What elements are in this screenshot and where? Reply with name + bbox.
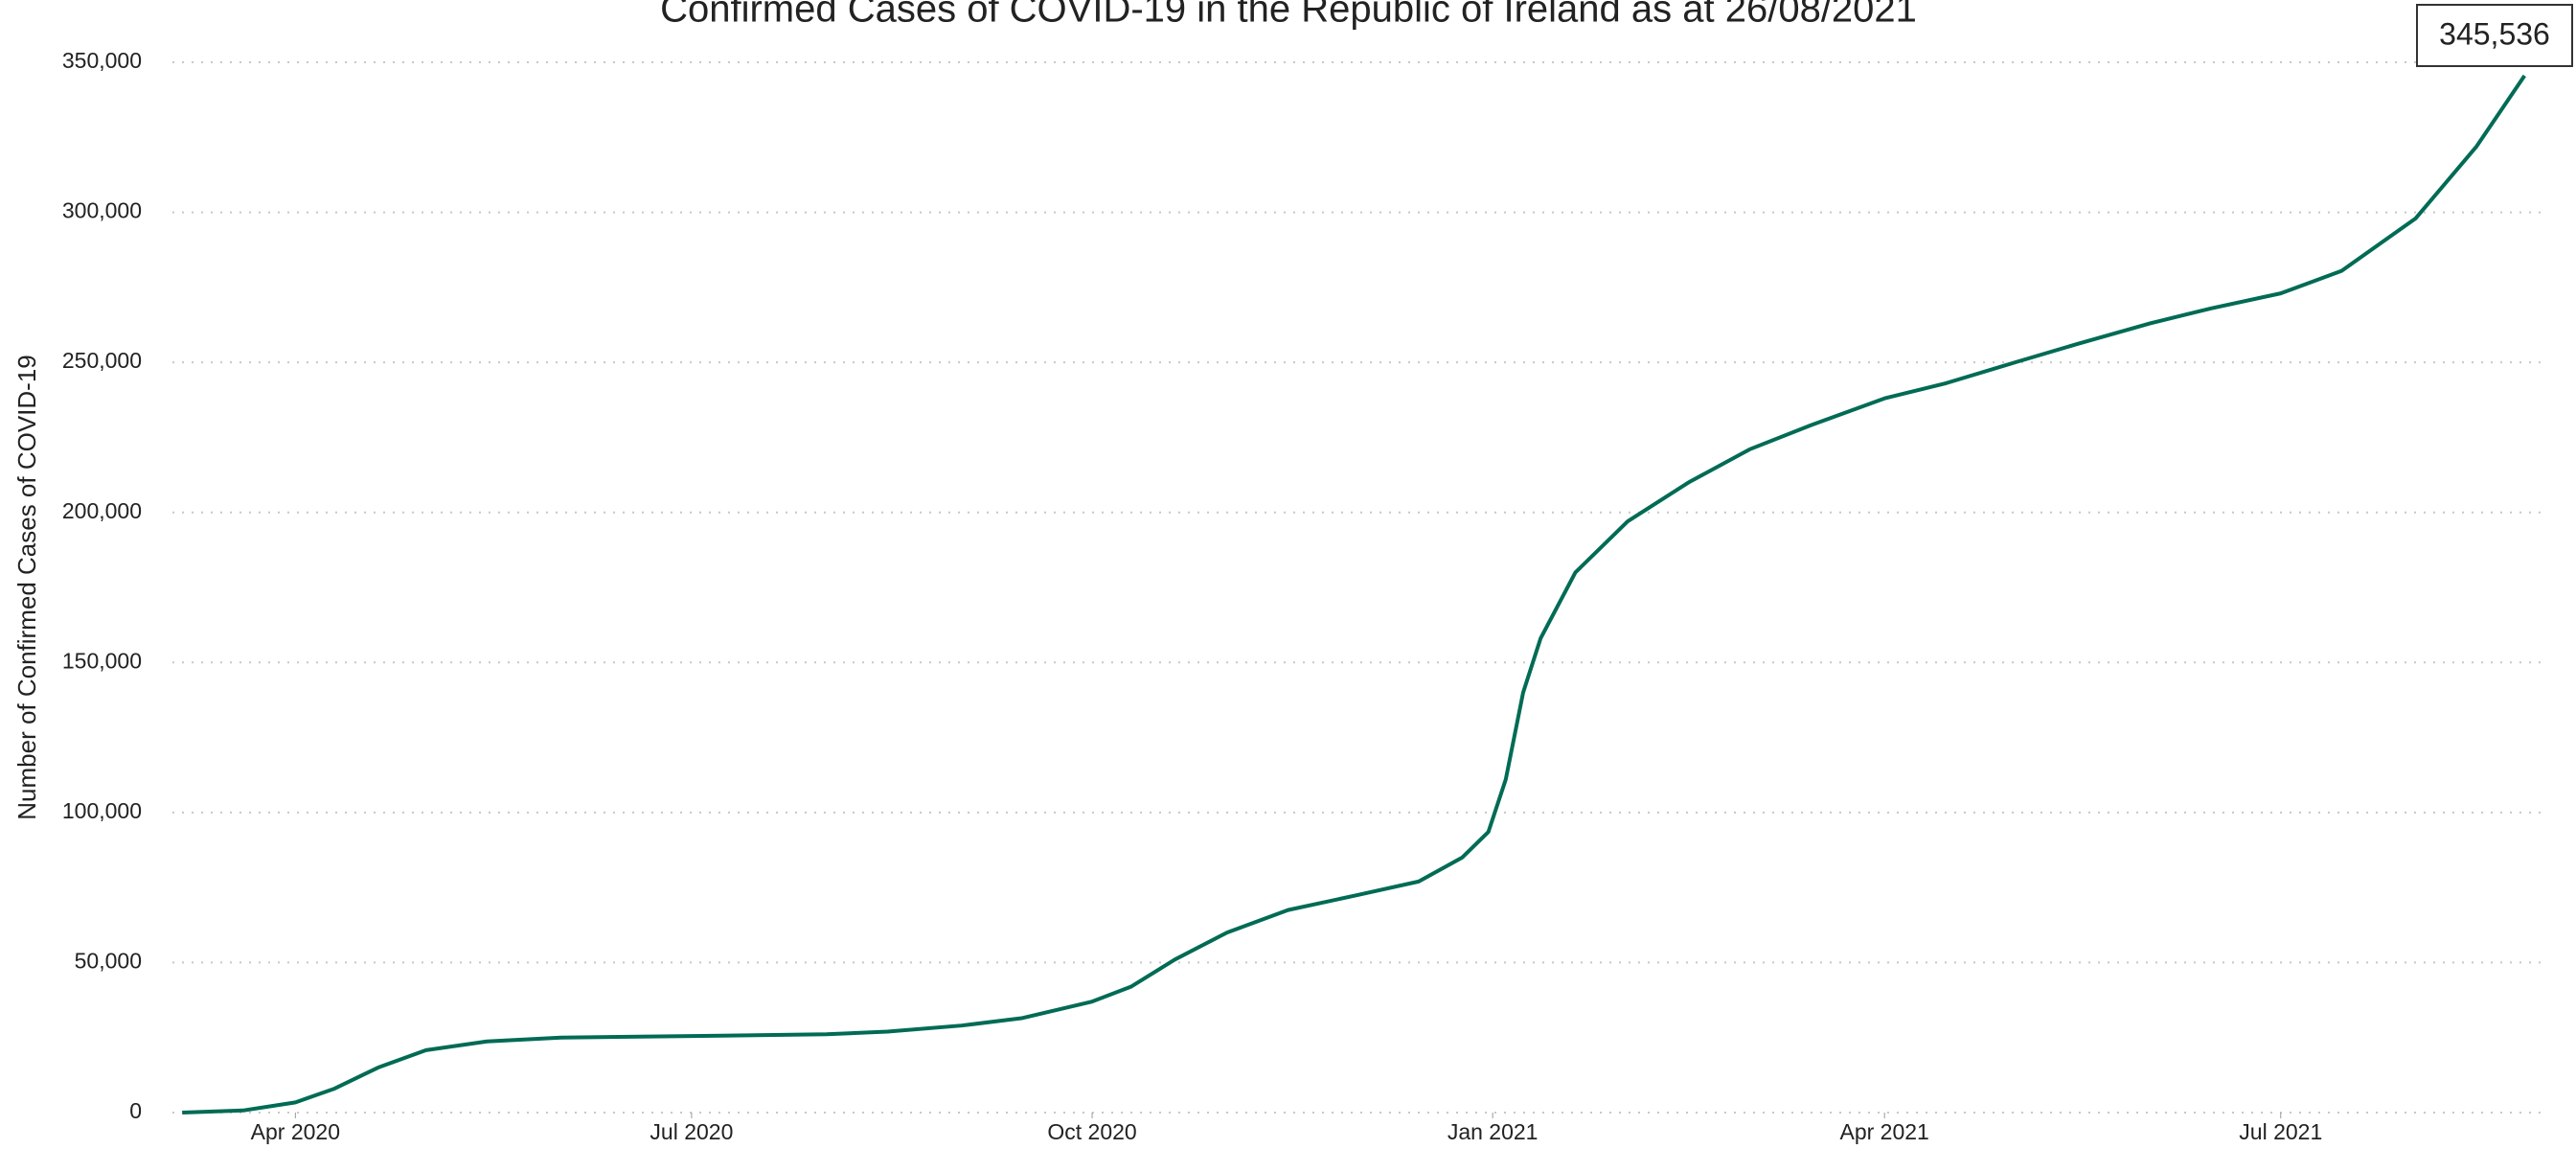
y-tick-label: 350,000 [62, 48, 142, 73]
chart-title: Confirmed Cases of COVID-19 in the Repub… [660, 0, 1917, 31]
y-tick-label: 50,000 [75, 949, 142, 974]
y-tick-label: 250,000 [62, 348, 142, 373]
y-tick-label: 150,000 [62, 648, 142, 673]
y-tick-label: 300,000 [62, 198, 142, 223]
annotation-box [2416, 4, 2573, 67]
x-tick-label: Apr 2020 [251, 1119, 340, 1144]
x-tick-label: Jul 2021 [2239, 1119, 2322, 1144]
line-series [182, 74, 2526, 1115]
y-tick-label: 200,000 [62, 498, 142, 523]
x-tick-label: Apr 2021 [1840, 1119, 1929, 1144]
x-tick-label: Oct 2020 [1047, 1119, 1136, 1144]
x-tick-label: Jan 2021 [1448, 1119, 1539, 1144]
y-tick-label: 100,000 [62, 798, 142, 823]
y-tick-label: 0 [129, 1098, 142, 1123]
annotation-label: 345,536 [2439, 16, 2550, 51]
y-axis-label: Number of Confirmed Cases of COVID-19 [12, 355, 41, 820]
x-tick-label: Jul 2020 [650, 1119, 733, 1144]
